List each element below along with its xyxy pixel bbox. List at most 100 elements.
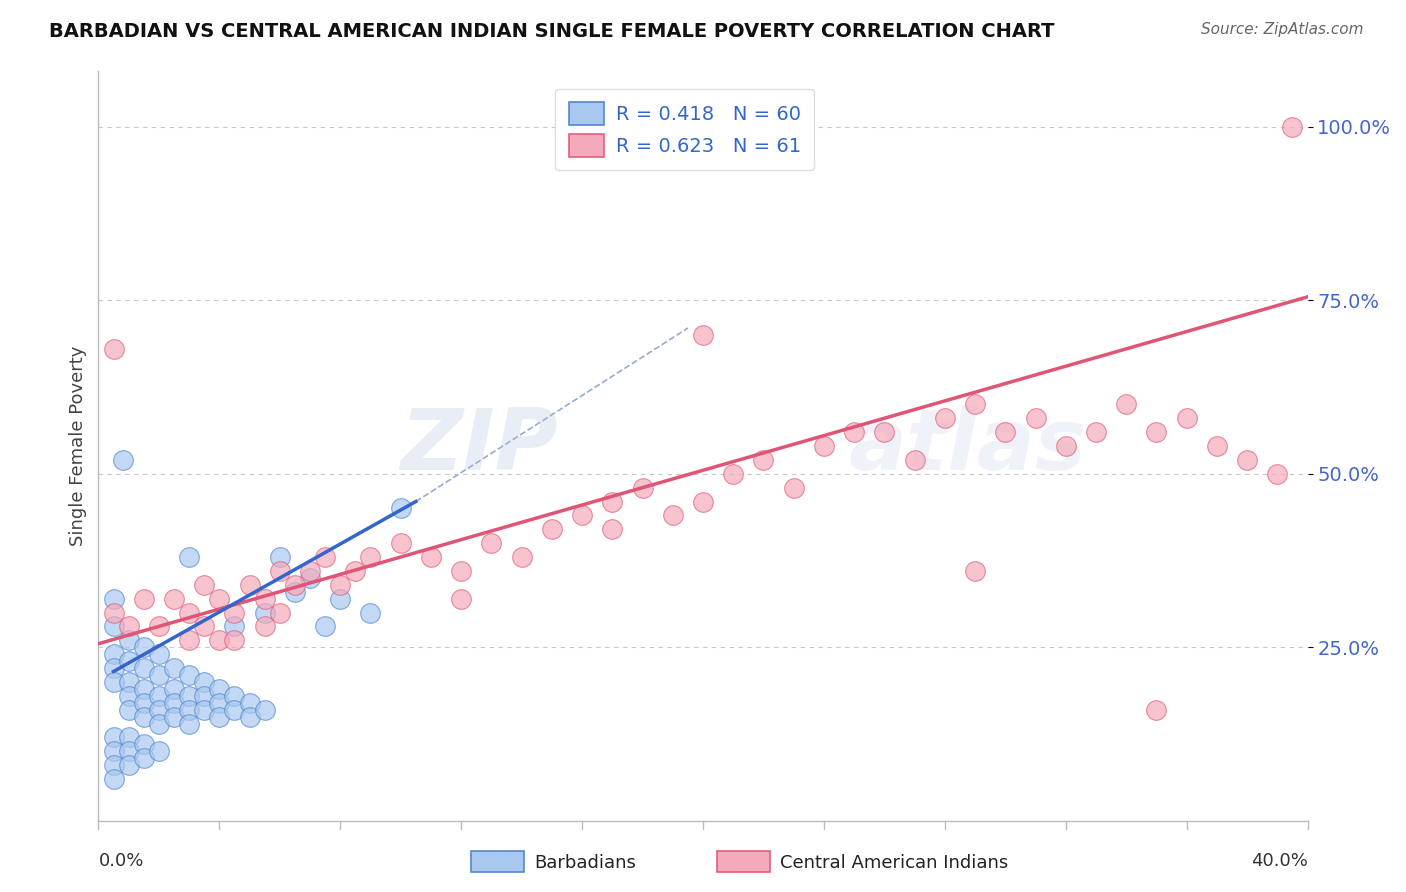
Point xyxy=(661,508,683,523)
Point xyxy=(163,591,186,606)
Point xyxy=(284,578,307,592)
Text: Source: ZipAtlas.com: Source: ZipAtlas.com xyxy=(1201,22,1364,37)
Point xyxy=(163,681,186,696)
Point xyxy=(179,689,201,703)
Point xyxy=(329,578,352,592)
Point xyxy=(208,633,231,648)
Point xyxy=(360,606,382,620)
Point xyxy=(602,522,624,536)
Point xyxy=(118,758,141,772)
Point xyxy=(904,453,927,467)
Point xyxy=(179,716,201,731)
Point xyxy=(224,633,246,648)
Point xyxy=(103,647,125,661)
Point xyxy=(571,508,593,523)
Point xyxy=(224,703,246,717)
Point xyxy=(253,619,276,633)
Point xyxy=(224,606,246,620)
Point xyxy=(193,703,215,717)
Point xyxy=(934,411,956,425)
Point xyxy=(602,494,624,508)
Point xyxy=(148,689,170,703)
Point xyxy=(239,696,262,710)
Y-axis label: Single Female Poverty: Single Female Poverty xyxy=(69,346,87,546)
Point xyxy=(103,606,125,620)
Point xyxy=(965,564,987,578)
Point xyxy=(163,709,186,723)
Point xyxy=(148,619,170,633)
Point xyxy=(118,654,141,668)
Point xyxy=(224,619,246,633)
Point xyxy=(103,758,125,772)
Point xyxy=(103,731,125,745)
Point xyxy=(132,696,155,710)
Point xyxy=(540,522,562,536)
Point xyxy=(1054,439,1077,453)
Point xyxy=(132,709,155,723)
Point xyxy=(179,633,201,648)
Point xyxy=(103,674,125,689)
Point xyxy=(132,681,155,696)
Point xyxy=(420,549,443,564)
Point xyxy=(118,633,141,648)
Point xyxy=(179,606,201,620)
Point xyxy=(1175,411,1198,425)
Point xyxy=(208,709,231,723)
Point xyxy=(132,640,155,655)
Text: 40.0%: 40.0% xyxy=(1251,852,1308,870)
Point xyxy=(1024,411,1046,425)
Text: BARBADIAN VS CENTRAL AMERICAN INDIAN SINGLE FEMALE POVERTY CORRELATION CHART: BARBADIAN VS CENTRAL AMERICAN INDIAN SIN… xyxy=(49,22,1054,41)
Text: atlas: atlas xyxy=(848,404,1087,488)
Point xyxy=(965,397,987,411)
Point xyxy=(723,467,745,481)
Point xyxy=(193,619,215,633)
Point xyxy=(692,328,714,343)
Point xyxy=(389,536,412,550)
Point xyxy=(1115,397,1137,411)
Point xyxy=(208,696,231,710)
Point xyxy=(224,689,246,703)
Point xyxy=(148,716,170,731)
Point xyxy=(1144,703,1167,717)
Point xyxy=(111,453,134,467)
Point xyxy=(813,439,835,453)
Point xyxy=(118,619,141,633)
Legend: R = 0.418   N = 60, R = 0.623   N = 61: R = 0.418 N = 60, R = 0.623 N = 61 xyxy=(555,88,814,170)
Point xyxy=(208,681,231,696)
Point xyxy=(1206,439,1229,453)
Point xyxy=(510,549,533,564)
Point xyxy=(284,584,307,599)
Point xyxy=(148,744,170,758)
Point xyxy=(193,674,215,689)
Point xyxy=(389,501,412,516)
Point xyxy=(239,709,262,723)
Point xyxy=(299,564,322,578)
Point xyxy=(103,744,125,758)
Point xyxy=(1281,120,1303,134)
Point xyxy=(132,751,155,765)
Point xyxy=(118,731,141,745)
Point xyxy=(269,606,291,620)
Text: Central American Indians: Central American Indians xyxy=(780,854,1008,871)
Point xyxy=(314,619,336,633)
Point xyxy=(481,536,503,550)
Point xyxy=(132,591,155,606)
Point xyxy=(253,606,276,620)
Point xyxy=(118,689,141,703)
Point xyxy=(148,668,170,682)
Point xyxy=(1267,467,1289,481)
Point xyxy=(329,591,352,606)
Point xyxy=(344,564,367,578)
Point xyxy=(193,578,215,592)
Point xyxy=(450,564,472,578)
Point xyxy=(179,668,201,682)
Point xyxy=(132,661,155,675)
Point xyxy=(1085,425,1108,439)
Point xyxy=(239,578,262,592)
Point xyxy=(193,689,215,703)
Point xyxy=(1236,453,1258,467)
Point xyxy=(631,481,654,495)
Point xyxy=(994,425,1017,439)
Point xyxy=(299,571,322,585)
Point xyxy=(783,481,806,495)
